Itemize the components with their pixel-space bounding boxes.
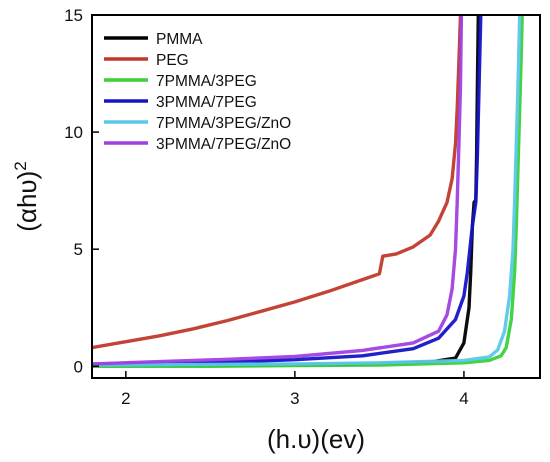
y-axis-title-main: (αhυ) xyxy=(12,171,42,232)
series-line-5 xyxy=(92,15,522,367)
y-axis-title: (αhυ)2 xyxy=(11,161,42,232)
y-tick-label: 15 xyxy=(64,6,83,25)
y-axis-title-superscript: 2 xyxy=(11,161,30,170)
x-tick-label: 3 xyxy=(290,389,299,408)
plot-frame xyxy=(91,14,541,379)
x-tick-label: 2 xyxy=(121,389,130,408)
legend-label: 7PMMA/3PEG xyxy=(156,73,257,90)
legend-label: 3PMMA/7PEG/ZnO xyxy=(156,136,291,153)
series-line-2 xyxy=(92,15,463,350)
x-tick-label: 4 xyxy=(459,389,468,408)
y-tick-label: 5 xyxy=(74,240,83,259)
series-line-4 xyxy=(92,15,483,367)
y-tick-label: 0 xyxy=(74,357,83,376)
x-axis-title: (h.υ)(ev) xyxy=(267,424,365,454)
legend-label: 7PMMA/3PEG/ZnO xyxy=(156,115,291,132)
series-line-6 xyxy=(92,15,464,366)
legend-label: PMMA xyxy=(156,31,203,48)
legend-label: PEG xyxy=(156,52,189,69)
series-line-1 xyxy=(92,15,480,368)
y-tick-label: 10 xyxy=(64,123,83,142)
series-line-3 xyxy=(92,15,524,368)
series-layer xyxy=(92,15,524,368)
ticks-layer: 2 3 4 0 5 10 15 xyxy=(64,6,469,408)
legend-label: 3PMMA/7PEG xyxy=(156,94,257,111)
legend: PMMA PEG 7PMMA/3PEG 3PMMA/7PEG 7PMMA/3PEG/Zn… xyxy=(104,31,291,153)
